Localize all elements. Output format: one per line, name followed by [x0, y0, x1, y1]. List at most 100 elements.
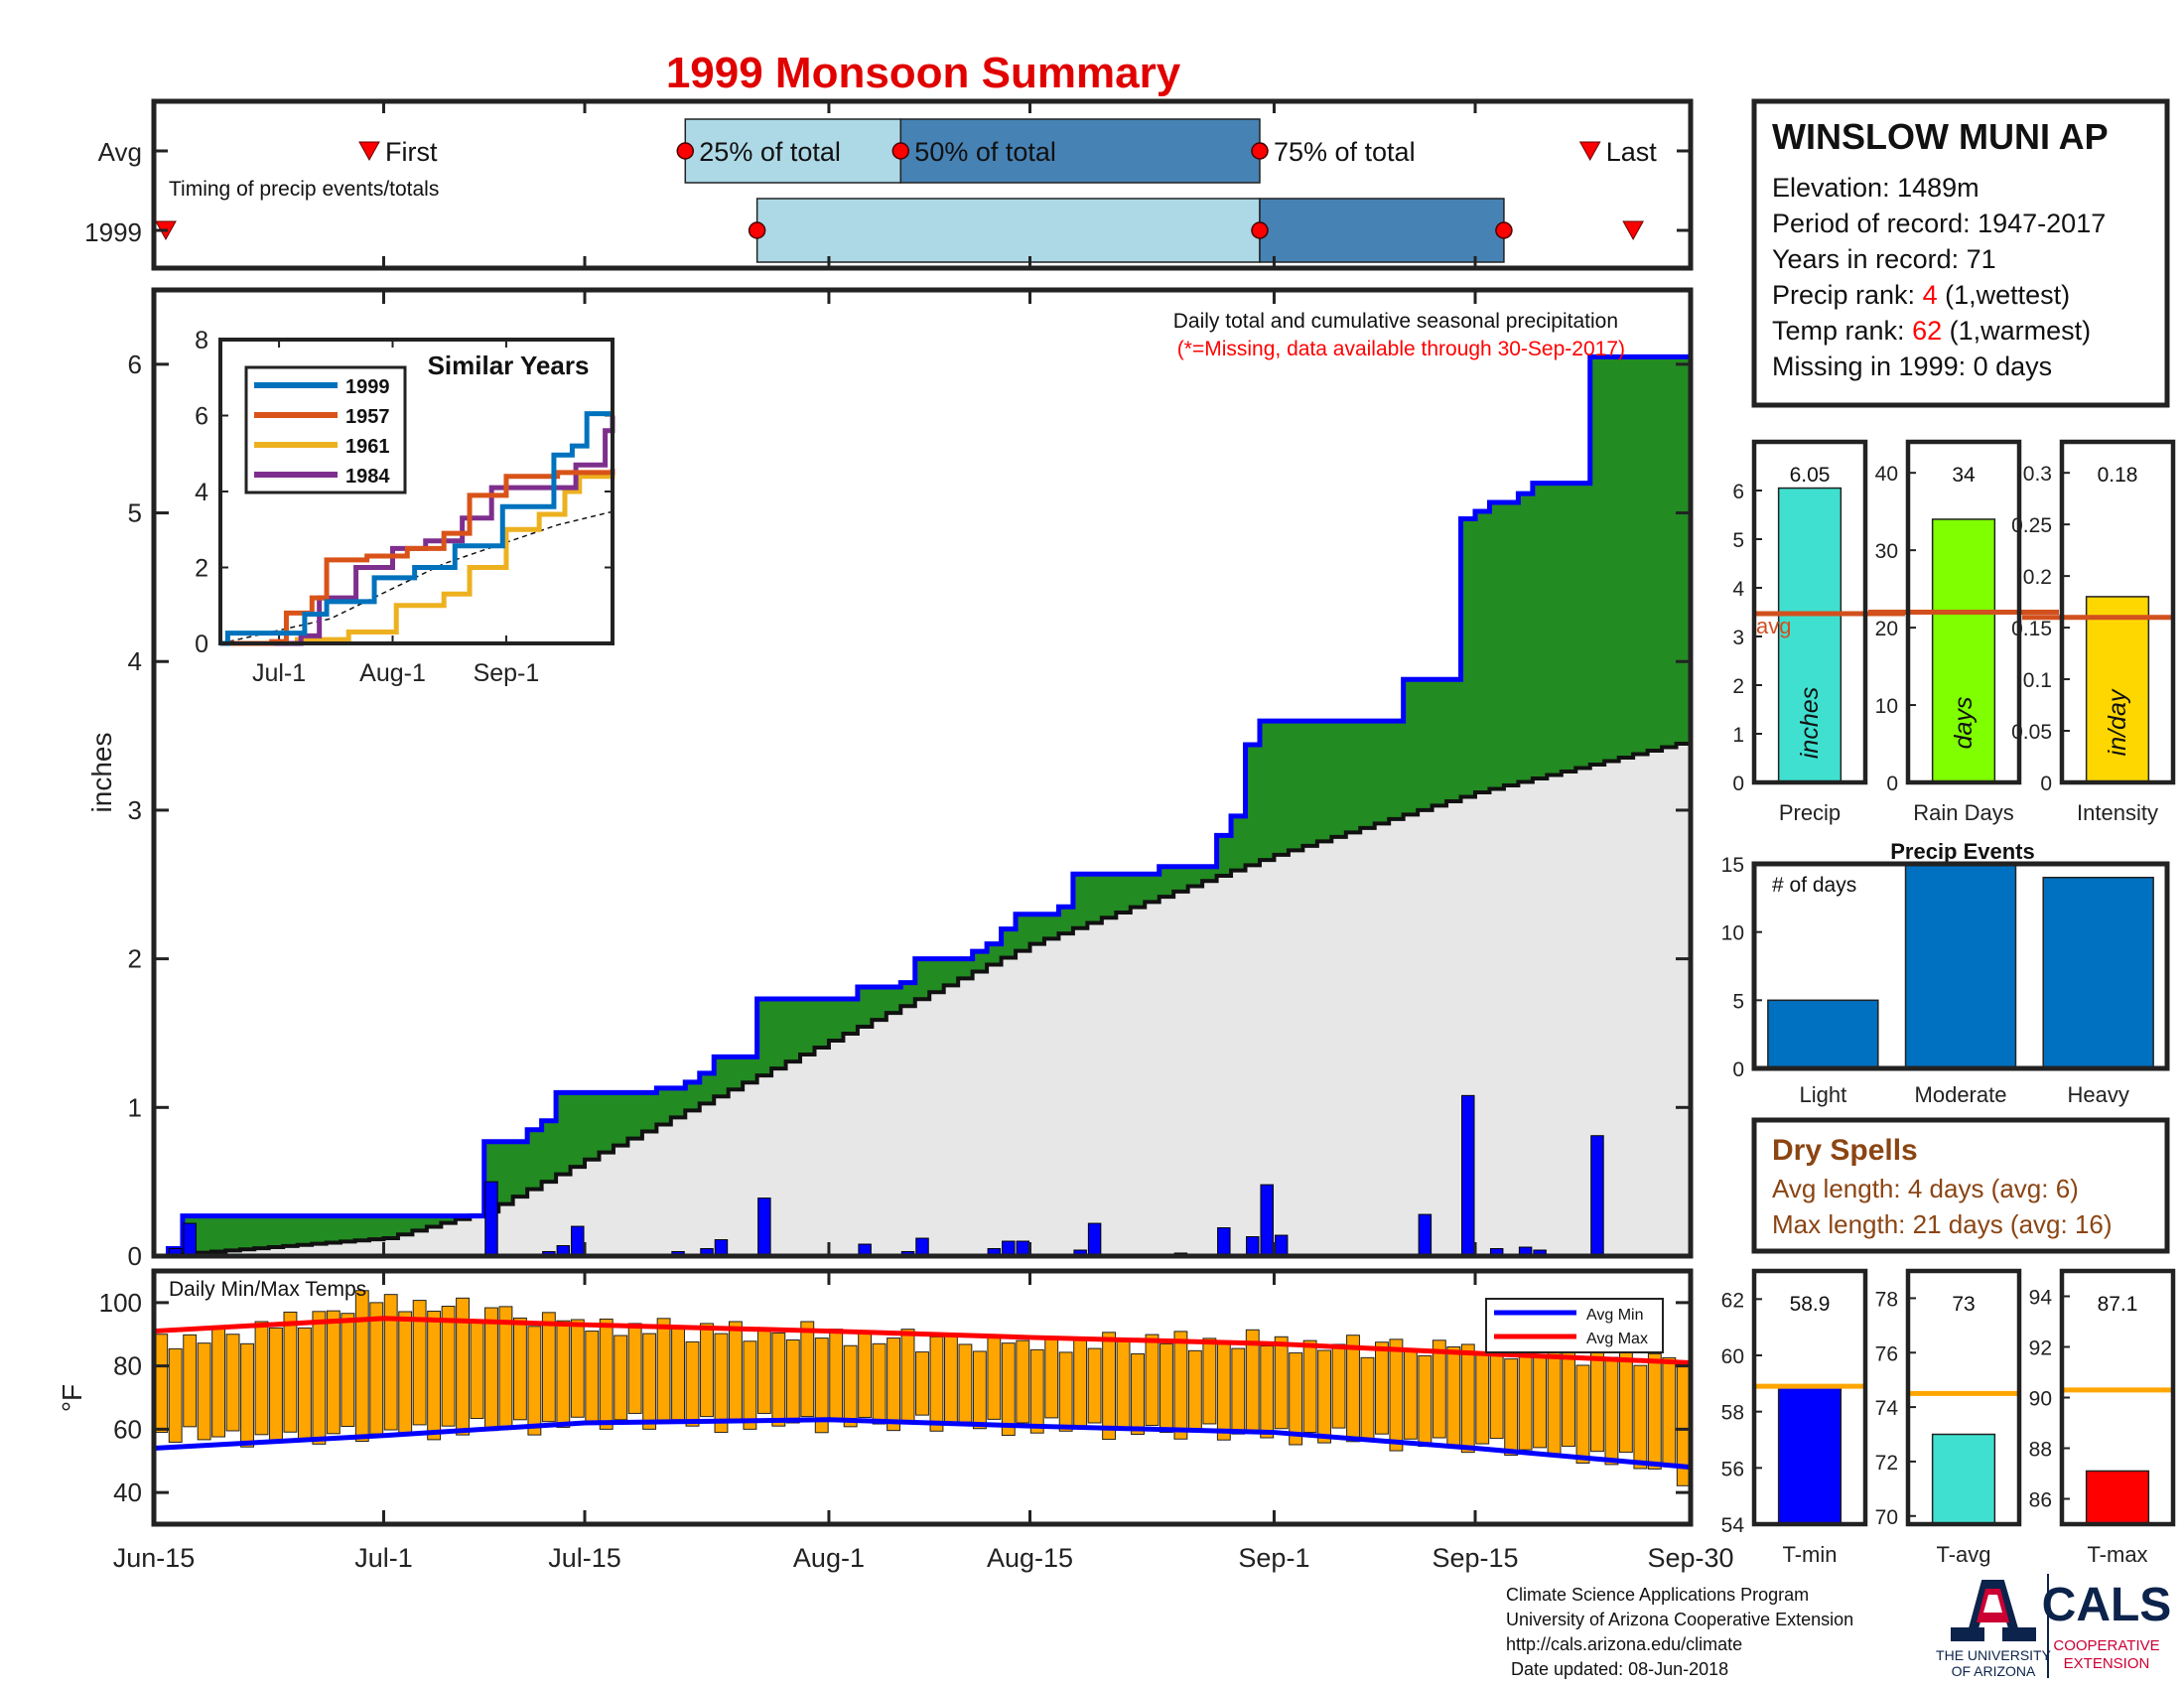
- daily-temp-range-bar: [1418, 1354, 1433, 1448]
- temp-max-category-label: T-max: [2087, 1542, 2147, 1567]
- inset-legend-items: 1999 1957 1961 1984: [254, 376, 390, 488]
- daily-temp-range-bar: [456, 1297, 470, 1436]
- average-cumulative-line: [154, 740, 1693, 1258]
- event-bar-light: [1767, 999, 1879, 1069]
- daily-temp-range-bar: [441, 1306, 456, 1427]
- above-average-area: [154, 356, 1691, 1256]
- inset-title: Similar Years: [428, 351, 590, 380]
- temp-caption: Daily Min/Max Temps: [169, 1278, 366, 1301]
- rain-days-frame: [1905, 439, 2022, 785]
- rain-days-chart: 0 10 20 30 40 34 days Rain Days: [1868, 439, 2059, 825]
- temp-avg-value-label: 73: [1952, 1293, 1975, 1316]
- daily-temp-range-bar: [541, 1312, 556, 1423]
- timing-avg-row-label: Avg: [98, 137, 142, 167]
- rain-days-category-label: Rain Days: [1913, 800, 2013, 825]
- dry-spells-box: Dry Spells Avg length: 4 days (avg: 6) M…: [1751, 1117, 2170, 1254]
- last-event-label: Last: [1606, 137, 1658, 167]
- daily-temp-range-bar: [1346, 1335, 1360, 1443]
- daily-temp-range-bar: [570, 1319, 585, 1418]
- date-tick-label: Sep-1: [1238, 1543, 1309, 1573]
- date-tick-label: Jun-15: [113, 1543, 196, 1573]
- daily-temp-range-bar: [168, 1347, 183, 1443]
- inset-y-tick-label: 6: [195, 403, 208, 431]
- temp-y-tick-label: 60: [113, 1414, 142, 1444]
- rain-days-y-tick-label: 30: [1875, 540, 1898, 563]
- temp-frame: [151, 1268, 1694, 1527]
- daily-temp-range-bar: [154, 1334, 169, 1434]
- temp-avg-chart: 70 72 74 76 78 73 T-avg: [1875, 1268, 2022, 1567]
- inset-y-tick-label: 8: [195, 327, 208, 354]
- rain-days-y-tick-label: 10: [1875, 695, 1898, 718]
- daily-temp-range-bar: [1575, 1364, 1590, 1464]
- daily-temp-range-bar: [1446, 1346, 1461, 1446]
- avg-timing-bar-q25-q50: [684, 118, 902, 184]
- temp-min-value-label: 58.9: [1790, 1293, 1831, 1316]
- intensity-y-tick-label: 0.1: [2023, 669, 2052, 692]
- intensity-unit-label: in/day: [2104, 688, 2131, 756]
- daily-temp-range-bar: [1216, 1340, 1231, 1441]
- daily-temp-range-bar: [1375, 1341, 1389, 1435]
- cumulative-1999-line: [154, 353, 1691, 1259]
- precip-total-chart: 0 1 2 3 4 5 6 6.05 inches Precip avg: [1732, 439, 1905, 825]
- temp-min-frame: [1751, 1268, 1868, 1527]
- daily-precip-bar: [1590, 1135, 1604, 1257]
- rain-days-unit-label: days: [1950, 697, 1978, 750]
- events-y-tick-label: 10: [1721, 922, 1744, 945]
- daily-precip-bar: [1461, 1094, 1475, 1257]
- ua-logo-text-line1: THE UNIVERSITY: [1936, 1647, 2052, 1663]
- station-info-frame: [1751, 98, 2170, 408]
- daily-temp-range-bar: [1160, 1342, 1173, 1434]
- year-q50-marker: [1251, 221, 1269, 239]
- timing-caption: Timing of precip events/totals: [169, 178, 439, 201]
- daily-temp-range-bar: [398, 1311, 413, 1436]
- timing-bars: [155, 118, 1644, 263]
- daily-temp-range-bar: [512, 1317, 527, 1421]
- inset-x-tick-label: Aug-1: [359, 659, 426, 687]
- precip-total-y-tick-label: 2: [1732, 675, 1744, 698]
- temp-rank-prefix: Temp rank:: [1772, 316, 1912, 346]
- temp-y-tick-label: 80: [113, 1351, 142, 1381]
- quartile-50-label: 50% of total: [914, 137, 1056, 167]
- precip-total-y-tick-label: 6: [1732, 481, 1744, 503]
- daily-temp-range-bar: [671, 1328, 685, 1421]
- missing-data-note: (*=Missing, data available through 30-Se…: [1177, 338, 1625, 360]
- daily-temp-range-bar: [341, 1313, 355, 1428]
- event-category-label: Light: [1799, 1082, 1846, 1107]
- precip-total-frame: [1751, 439, 1868, 785]
- daily-temp-range-bar: [1504, 1358, 1519, 1457]
- precip-y-tick-label: 0: [128, 1241, 142, 1271]
- precip-panel: 0 1 2 3 4 5 6 Daily total and cumulative seaso…: [86, 287, 1694, 1271]
- daily-temp-range-bar: [843, 1344, 858, 1428]
- daily-temp-range-bar: [527, 1326, 542, 1436]
- daily-temp-range-bar: [642, 1333, 657, 1430]
- dry-spells-frame: [1751, 1117, 2170, 1254]
- daily-temp-range-bar: [987, 1336, 1002, 1420]
- daily-temp-range-bar: [1460, 1343, 1475, 1454]
- intensity-y-tick-label: 0: [2040, 773, 2052, 795]
- cals-logo: CALS COOPERATIVE EXTENSION: [2042, 1579, 2172, 1672]
- daily-temp-range-bar: [1647, 1352, 1662, 1470]
- inset-series-1961: [220, 472, 615, 646]
- precip-caption: Daily total and cumulative seasonal prec…: [1173, 310, 1618, 333]
- daily-temp-range-bar: [240, 1342, 254, 1448]
- daily-precip-bar: [757, 1197, 771, 1257]
- dry-spells-title: Dry Spells: [1772, 1134, 1918, 1167]
- daily-temp-range-bar: [627, 1323, 642, 1414]
- event-bar-heavy: [2042, 876, 2154, 1069]
- station-temp-rank: Temp rank: 62 (1,warmest): [1772, 316, 2091, 346]
- temp-min-y-tick-label: 54: [1721, 1514, 1745, 1537]
- date-tick-label: Aug-1: [793, 1543, 865, 1573]
- timing-year-row-label: 1999: [84, 217, 142, 247]
- rain-days-y-tick-label: 0: [1886, 773, 1898, 795]
- quartile-75-label: 75% of total: [1274, 137, 1416, 167]
- daily-temp-range-bar: [225, 1334, 240, 1432]
- event-category-label: Moderate: [1915, 1082, 2007, 1107]
- daily-temp-range-bar: [585, 1331, 600, 1424]
- daily-temp-range-bar: [1102, 1332, 1117, 1441]
- inset-frame: [218, 338, 614, 645]
- daily-precip-bar: [1418, 1213, 1433, 1257]
- daily-temp-range-bar: [685, 1340, 700, 1427]
- daily-temp-range-bar: [369, 1302, 384, 1435]
- temp-min-y-tick-label: 58: [1721, 1402, 1744, 1425]
